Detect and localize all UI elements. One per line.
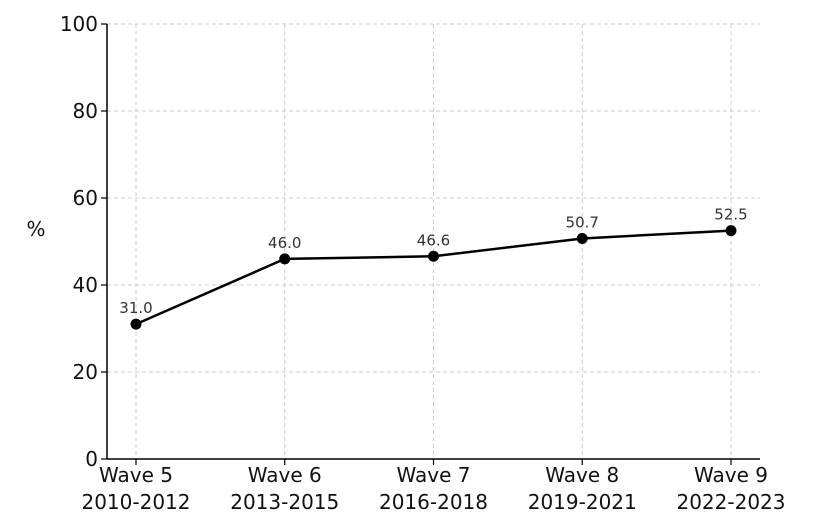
x-tick-label: 2010-2012 [81,490,190,514]
x-tick-label: Wave 8 [545,463,619,487]
y-tick-label: 20 [73,360,98,384]
data-point [428,250,439,262]
data-label: 46.0 [268,234,301,252]
data-label: 52.5 [714,206,747,224]
x-tick-label: Wave 9 [694,463,768,487]
data-point [279,253,291,265]
y-tick-label: 100 [60,12,98,36]
x-tick-label: 2013-2015 [230,490,339,514]
x-ticks: Wave 5 2010-2012 Wave 6 2013-2015 Wave 7 2016… [81,459,786,514]
x-tick-label: 2022-2023 [676,490,785,514]
data-label: 50.7 [566,213,599,231]
x-tick-label: Wave 5 [99,463,173,487]
y-tick-label: 0 [85,447,98,471]
y-axis-label: % [26,217,45,241]
data-point [576,232,588,244]
data-point [130,318,142,330]
x-tick-label: 2016-2018 [379,490,488,514]
series-line-group: 31.0 46.0 46.6 50.7 52.5 [119,206,748,330]
y-ticks: 0 20 40 60 80 100 [60,12,107,471]
y-tick-label: 80 [73,99,98,123]
data-point [725,225,737,237]
x-tick-label: Wave 6 [248,463,322,487]
y-tick-label: 40 [73,273,98,297]
x-tick-label: 2019-2021 [528,490,637,514]
y-tick-label: 60 [73,186,98,210]
x-tick-label: Wave 7 [397,463,471,487]
data-label: 46.6 [417,231,450,249]
data-label: 31.0 [119,299,152,317]
